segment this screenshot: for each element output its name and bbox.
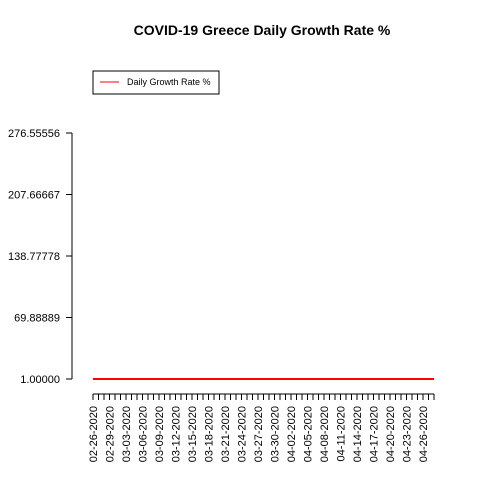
- x-tick-label: 04-14-2020: [352, 406, 364, 462]
- x-tick-label: 03-21-2020: [220, 406, 232, 462]
- y-tick-label: 1.00000: [20, 374, 60, 386]
- y-tick-label: 207.66667: [8, 190, 60, 202]
- x-tick-label: 03-15-2020: [187, 406, 199, 462]
- x-tick-label: 04-02-2020: [286, 406, 298, 462]
- y-axis: 1.00000 69.88889 138.77778 207.66667 276.555…: [8, 128, 73, 386]
- x-tick-label: 04-08-2020: [319, 406, 331, 462]
- x-tick-label: 02-29-2020: [105, 406, 117, 462]
- x-tick-label: 03-06-2020: [138, 406, 150, 462]
- legend-box: [92, 70, 220, 95]
- legend: Daily Growth Rate %: [92, 70, 220, 95]
- x-tick-label: 03-30-2020: [270, 406, 282, 462]
- y-tick-label: 69.88889: [14, 313, 60, 325]
- x-tick-label: 03-24-2020: [237, 406, 249, 462]
- y-tick-label: 138.77778: [8, 251, 60, 263]
- x-tick-label: 03-03-2020: [121, 406, 133, 462]
- y-tick-label: 276.55556: [8, 128, 60, 140]
- x-tick-label: 03-09-2020: [154, 406, 166, 462]
- x-tick-label: 04-26-2020: [418, 406, 430, 462]
- x-tick-label: 03-27-2020: [253, 406, 265, 462]
- x-tick-label: 04-20-2020: [385, 406, 397, 462]
- x-tick-label: 04-11-2020: [336, 406, 348, 461]
- x-tick-label: 02-26-2020: [88, 406, 100, 462]
- x-tick-label: 04-05-2020: [303, 406, 315, 462]
- x-tick-label: 04-23-2020: [402, 406, 414, 462]
- x-tick-label: 03-12-2020: [171, 406, 183, 462]
- legend-label: Daily Growth Rate %: [127, 77, 211, 87]
- x-tick-label: 04-17-2020: [369, 406, 381, 462]
- x-axis: 02-26-2020 02-29-2020 03-03-2020 03-06-2020…: [88, 393, 435, 462]
- x-tick-label: 03-18-2020: [204, 406, 216, 462]
- chart-title: COVID-19 Greece Daily Growth Rate %: [134, 22, 391, 38]
